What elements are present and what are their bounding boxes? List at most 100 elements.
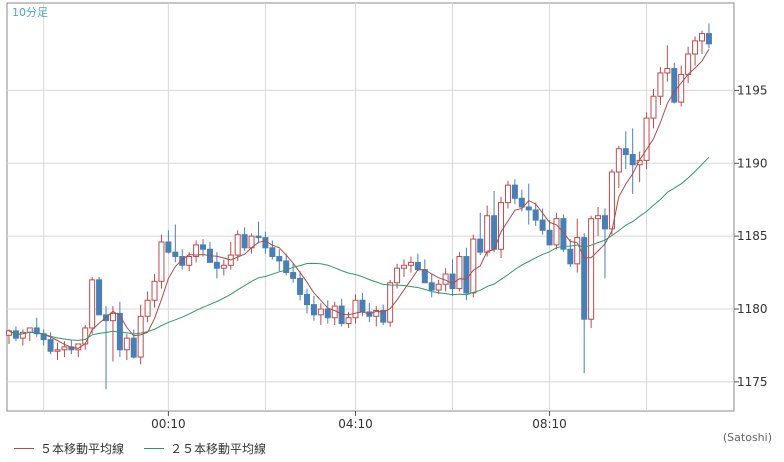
candle-body-down	[269, 247, 276, 258]
y-tick-label: 1185	[737, 229, 768, 243]
legend-ma25-swatch	[144, 448, 165, 449]
candle-body-down	[414, 261, 421, 271]
candle-body-up	[498, 202, 505, 250]
candle-body-up	[650, 95, 657, 119]
candle-body-down	[33, 327, 40, 335]
candle-body-up	[144, 299, 151, 317]
candle-body-down	[290, 272, 297, 279]
candle-body-down	[276, 256, 283, 262]
candle-body-up	[234, 234, 241, 256]
candle-body-down	[47, 339, 54, 352]
candle-body-up	[151, 280, 158, 301]
candle-body-down	[539, 219, 546, 231]
x-tick-label: 08:10	[532, 417, 567, 431]
moving-averages	[8, 49, 710, 349]
candle-body-up	[699, 33, 705, 42]
candle-body-down	[96, 279, 103, 316]
candle-body-up	[373, 309, 380, 317]
candle-body-up	[193, 244, 200, 258]
y-tick-label: 1190	[737, 156, 768, 170]
candle-body-up	[26, 327, 33, 333]
candle-body-down	[518, 197, 525, 208]
candle-body-down	[380, 309, 387, 323]
candle-body-down	[303, 293, 310, 306]
candle-body-down	[622, 148, 629, 156]
candle-body-down	[262, 237, 269, 249]
candle-body-up	[158, 241, 165, 282]
candle-body-up	[61, 346, 68, 351]
gridlines	[7, 3, 734, 411]
candle-body-down	[172, 251, 179, 258]
plot-frame	[6, 2, 735, 412]
candle-body-up	[664, 68, 671, 74]
candle-body-down	[546, 229, 553, 246]
candle-body-up	[352, 299, 359, 319]
candle-body-down	[68, 346, 75, 351]
candle-body-up	[588, 218, 595, 320]
candle-body-up	[484, 215, 491, 253]
candle-body-up	[435, 283, 442, 291]
candle-body-down	[200, 244, 207, 250]
candle-body-up	[678, 73, 685, 103]
candle-body-down	[213, 261, 220, 269]
ma5-line	[8, 49, 710, 349]
candle-body-up	[387, 282, 394, 323]
candle-body-down	[324, 308, 331, 319]
candle-body-up	[345, 317, 352, 325]
candle-body-up	[657, 72, 664, 97]
candle-body-down	[297, 277, 304, 295]
candle-body-up	[220, 264, 227, 269]
candle-body-up	[109, 312, 116, 322]
candle-body-down	[705, 33, 712, 45]
candle-body-up	[574, 237, 581, 265]
y-tick-label: 1195	[737, 83, 768, 97]
candle-body-up	[137, 315, 144, 358]
candles	[6, 23, 712, 390]
candle-body-up	[82, 327, 89, 345]
ma25-line	[8, 156, 710, 341]
candle-body-down	[130, 337, 137, 358]
candle-body-up	[89, 279, 96, 329]
candle-body-down	[511, 184, 518, 199]
candle-body-down	[560, 218, 567, 250]
candle-body-up	[123, 337, 130, 351]
y-tick-label: 1175	[737, 375, 768, 389]
candle-body-up	[553, 218, 560, 246]
candle-body-up	[401, 264, 408, 269]
legend-ma5-swatch	[14, 448, 34, 449]
candle-body-down	[310, 304, 317, 316]
candle-body-down	[283, 260, 290, 274]
candle-body-down	[601, 215, 608, 230]
candle-body-down	[477, 238, 484, 253]
legend-ma5: ５本移動平均線	[14, 440, 124, 457]
candle-body-up	[470, 238, 477, 294]
candle-body-down	[449, 273, 456, 290]
candle-body-down	[581, 237, 588, 320]
candle-body-up	[317, 308, 324, 316]
candle-body-down	[629, 154, 636, 166]
chart-title: 10分足	[12, 6, 48, 19]
candle-body-down	[671, 68, 678, 103]
candle-body-down	[532, 209, 539, 221]
y-tick-label: 1180	[737, 302, 768, 316]
candle-body-up	[692, 40, 699, 55]
candle-body-up	[504, 184, 511, 204]
candle-body-down	[421, 269, 428, 284]
candle-body-down	[165, 241, 172, 253]
candle-body-down	[463, 256, 470, 294]
x-tick-label: 04:10	[338, 417, 373, 431]
legend: ５本移動平均線 ２５本移動平均線	[14, 440, 266, 457]
candle-body-up	[685, 53, 692, 75]
candle-body-up	[407, 261, 414, 266]
candle-body-up	[456, 256, 463, 290]
candle-body-down	[255, 235, 262, 239]
x-tick-label: 00:10	[151, 417, 186, 431]
legend-ma25-label: ２５本移動平均線	[170, 442, 267, 456]
legend-ma5-label: ５本移動平均線	[40, 442, 125, 456]
axes: 1175 1180 1185 1190 1195 00:10 04:10 08:10	[151, 83, 767, 431]
candle-body-up	[186, 256, 193, 266]
candle-body-down	[428, 282, 435, 291]
candle-body-up	[595, 215, 602, 220]
